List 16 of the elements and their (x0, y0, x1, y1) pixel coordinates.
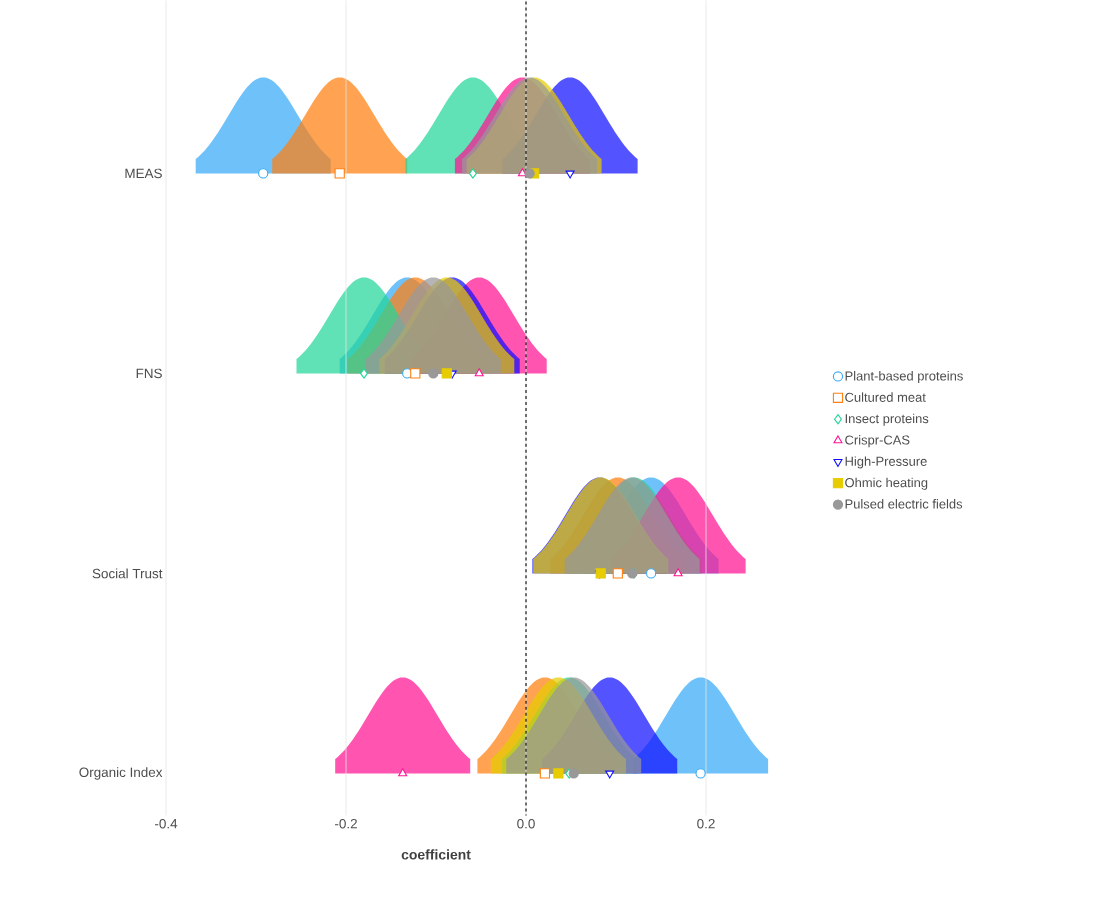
x-tick-label: 0.0 (517, 818, 535, 829)
y-tick-label: Organic Index (79, 766, 163, 780)
legend-label: Insect proteins (845, 413, 929, 426)
x-tick-label: 0.2 (697, 818, 715, 829)
y-tick-label: MEAS (125, 168, 162, 178)
x-axis-title: coefficient (401, 849, 471, 860)
legend-label: Pulsed electric fields (845, 498, 963, 509)
legend-label: Ohmic heating (845, 477, 928, 490)
legend-label: High-Pressure (845, 456, 927, 469)
y-tick-label: Social Trust (92, 568, 163, 579)
legend-label: Cultured meat (845, 392, 926, 402)
x-tick-label: -0.4 (155, 818, 178, 829)
x-tick-label: -0.2 (335, 818, 357, 829)
legend-label: Plant-based proteins (845, 370, 963, 383)
y-tick-label: FNS (136, 368, 162, 378)
legend-label: Crispr-CAS (845, 434, 910, 447)
